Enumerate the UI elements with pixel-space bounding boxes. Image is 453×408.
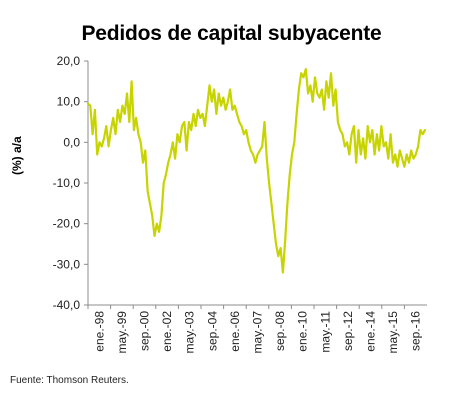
y-tick-label: 10,0 [57,95,81,109]
x-tick-label: sep.-04 [205,311,219,351]
y-tick-label: -40,0 [53,298,81,312]
x-tick-label: ene.-10 [296,311,310,352]
x-tick-label: ene.-02 [160,311,174,352]
x-tick-label: ene.-14 [364,311,378,352]
y-tick-label: -10,0 [53,176,81,190]
x-tick-label: ene.-98 [92,311,106,352]
x-tick-label: sep.-08 [273,311,287,351]
x-tick-label: may.-15 [386,311,400,354]
x-tick-label: may.-99 [115,311,129,354]
x-tick-label: sep.-00 [138,311,152,351]
y-tick-label: 0,0 [63,135,80,149]
x-tick-label: may.-07 [251,311,265,354]
x-tick-label: sep.-16 [409,311,423,351]
chart-title: Pedidos de capital subyacente [81,22,382,45]
x-tick-label: ene.-06 [228,311,242,352]
y-tick-label: 20,0 [57,54,81,68]
source-note: Fuente: Thomson Reuters. [10,375,129,386]
x-tick-label: may.-11 [318,311,332,353]
y-tick-label: -30,0 [53,257,81,271]
series-line [86,67,427,274]
y-tick-label: -20,0 [53,217,81,231]
x-tick-label: may.-03 [183,311,197,354]
y-axis-label: (%) a/a [10,136,24,175]
x-tick-label: sep.-12 [341,311,355,351]
